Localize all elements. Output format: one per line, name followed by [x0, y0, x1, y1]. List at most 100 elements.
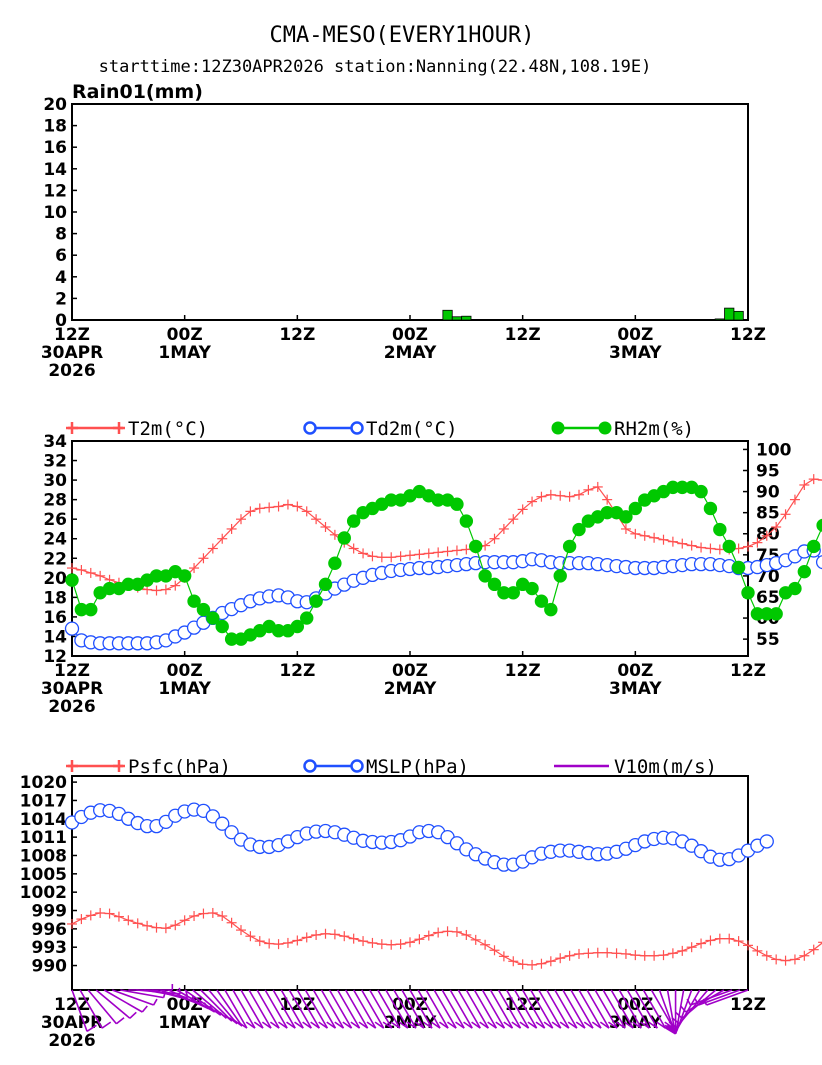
wind-barb-flag — [430, 1021, 441, 1029]
legend-marker — [303, 421, 317, 435]
legend-marker — [350, 759, 364, 773]
legend-label: RH2m(%) — [614, 418, 694, 440]
data-point-dot — [628, 501, 643, 516]
data-point-circle — [759, 834, 774, 849]
y-tick-label-right: 85 — [756, 504, 780, 524]
wind-barb-flag — [455, 1021, 465, 1029]
data-point-dot — [713, 522, 727, 537]
wind-barb-flag — [471, 1021, 481, 1029]
wind-barb-flag — [675, 1011, 683, 1019]
wind-barb-staff — [610, 989, 634, 1029]
wind-barb-flag — [607, 1021, 618, 1029]
wind-barb-flag — [535, 1021, 546, 1029]
data-point-dot — [206, 611, 220, 625]
wind-barb-staff — [256, 989, 280, 1029]
wind-barb-staff — [79, 989, 103, 1029]
rain-panel: Rain01(mm) 0246810121416182012Z30APR2026… — [41, 81, 766, 381]
wind-barb-staff — [706, 989, 749, 1006]
wind-barb-staff — [385, 989, 409, 1029]
wind-barb-staff — [184, 989, 222, 1016]
wind-barb-staff — [546, 989, 570, 1029]
y-tick-label: 990 — [32, 957, 68, 977]
wind-barb-flag — [640, 1021, 650, 1029]
wind-barb-flag — [422, 1021, 433, 1029]
data-point-dot — [534, 594, 549, 608]
x-tick-label: 12Z — [54, 325, 90, 345]
legend-marker — [551, 421, 565, 435]
data-point-circle — [64, 621, 80, 636]
wind-barb-flag — [503, 1021, 513, 1029]
data-point-dot — [525, 581, 539, 596]
data-point-dot — [788, 581, 802, 596]
wind-barb-staff — [618, 989, 642, 1029]
wind-barb-staff — [570, 989, 594, 1029]
y-tick-label-right: 55 — [756, 630, 780, 650]
rain-bar — [686, 319, 697, 321]
y-tick-label: 10 — [43, 203, 67, 223]
y-tick-label-right: 65 — [756, 588, 780, 608]
wind-barb-flag — [366, 1021, 377, 1029]
wind-barb-flag — [702, 998, 708, 1006]
wind-barb-staff — [433, 989, 457, 1029]
data-point-dot — [544, 602, 558, 617]
y-tick-label: 16 — [43, 608, 67, 628]
wind-barb-flag — [318, 1021, 328, 1029]
data-point-dot — [506, 586, 520, 600]
x-tick-label: 12Z — [54, 661, 90, 681]
x-tick-label: 30APR — [41, 1013, 103, 1033]
wind-barb-flag — [334, 1021, 344, 1029]
x-tick-label: 3MAY — [609, 679, 662, 699]
wind-barb-flag — [632, 1021, 642, 1029]
x-tick-label: 00Z — [392, 325, 428, 345]
wind-barb-flag — [129, 1011, 137, 1019]
y-tick-label: 1017 — [20, 791, 67, 811]
wind-barb-flag — [463, 1021, 473, 1029]
legend-marker — [598, 421, 612, 435]
data-point-circle — [224, 825, 239, 840]
y-tick-label: 14 — [43, 627, 67, 647]
data-point-dot — [459, 514, 474, 528]
wind-barb-staff — [449, 989, 473, 1029]
y-tick-label: 26 — [43, 510, 67, 530]
legend-label: MSLP(hPa) — [366, 756, 469, 778]
y-tick-label: 1020 — [20, 773, 67, 793]
wind-barb-flag — [648, 1021, 658, 1029]
wind-barb-flag — [438, 1021, 449, 1029]
wind-barb-flag — [495, 1021, 505, 1029]
pressure-axes-frame — [71, 775, 749, 991]
wind-barb-staff — [216, 989, 243, 1027]
wind-barb-flag — [599, 1021, 610, 1029]
x-tick-label: 1MAY — [158, 1013, 211, 1033]
data-point-dot — [619, 510, 633, 524]
y-tick-label: 0 — [55, 311, 67, 331]
data-point-circle — [205, 809, 220, 824]
wind-barb-flag — [665, 1026, 677, 1035]
wind-barb-staff — [344, 989, 369, 1029]
y-tick-label: 1008 — [20, 846, 67, 866]
wind-barb-staff — [594, 989, 618, 1029]
data-point-dot — [769, 607, 783, 621]
wind-barb-staff — [377, 989, 401, 1029]
wind-barb-staff — [232, 989, 256, 1029]
x-tick-label: 2MAY — [384, 679, 437, 699]
wind-barb-flag — [591, 1021, 602, 1029]
wind-barb-staff — [103, 989, 143, 1013]
wind-barb-flag — [390, 1021, 401, 1029]
x-tick-label: 00Z — [392, 661, 428, 681]
wind-barb-staff — [473, 989, 498, 1029]
wind-barb-staff — [417, 989, 441, 1029]
data-point-dot — [816, 518, 822, 532]
wind-barb-flag — [447, 1021, 457, 1029]
rain-bar — [733, 310, 744, 321]
wind-barb-flag — [350, 1021, 361, 1029]
data-point-dot — [328, 556, 342, 570]
wind-barb-staff — [240, 989, 264, 1029]
y-tick-label-right: 95 — [756, 462, 780, 482]
wind-barb-flag — [342, 1021, 352, 1029]
wind-barb-staff — [369, 989, 393, 1029]
wind-barb-staff — [304, 989, 329, 1029]
x-tick-label: 2MAY — [384, 343, 437, 363]
wind-barb-staff — [168, 989, 209, 1010]
y-tick-label: 20 — [43, 95, 67, 115]
